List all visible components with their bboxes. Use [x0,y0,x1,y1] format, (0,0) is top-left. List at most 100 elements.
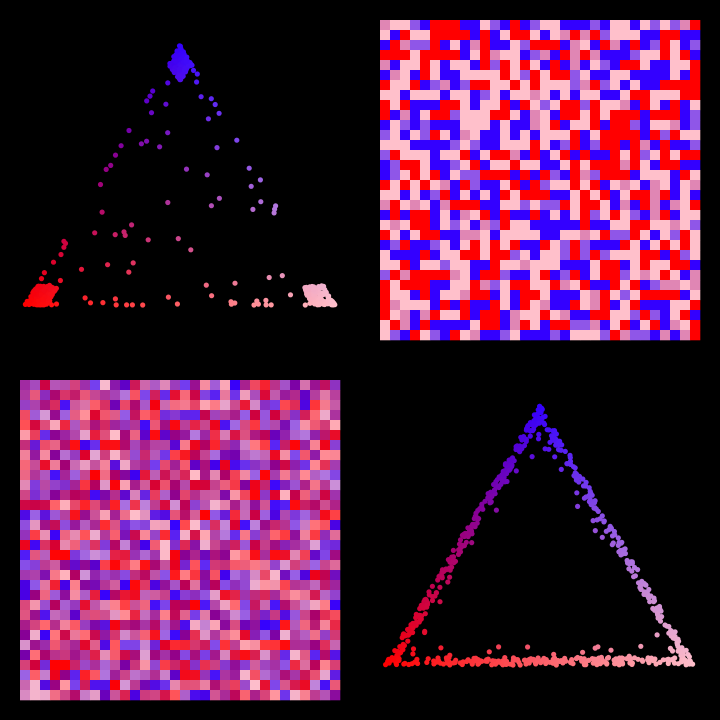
grid-cell [690,300,701,311]
grid-cell [390,270,401,281]
grid-cell [290,500,301,511]
grid-cell [70,600,81,611]
grid-cell [600,140,611,151]
grid-cell [690,80,701,91]
grid-cell [150,440,161,451]
grid-cell [460,230,471,241]
grid-cell [230,450,241,461]
grid-cell [440,230,451,241]
grid-cell [90,630,101,641]
grid-cell [540,220,551,231]
grid-cell [680,90,691,101]
grid-cell [520,330,531,341]
grid-cell [520,240,531,251]
grid-cell [170,420,181,431]
grid-cell [670,280,681,291]
grid-cell [420,330,431,341]
grid-cell [160,410,171,421]
grid-cell [160,530,171,541]
grid-cell [660,280,671,291]
grid-cell [390,80,401,91]
grid-cell [620,270,631,281]
grid-cell [400,140,411,151]
grid-cell [160,470,171,481]
grid-cell [490,210,501,221]
grid-cell [260,400,271,411]
point [583,494,589,500]
grid-cell [170,660,181,671]
grid-cell [510,210,521,221]
point [605,655,611,661]
grid-cell [450,100,461,111]
point [645,657,651,663]
grid-cell [290,680,301,691]
point [147,93,153,99]
grid-cell [590,140,601,151]
grid-cell [100,400,111,411]
point [113,302,119,308]
grid-cell [190,490,201,501]
grid-cell [450,120,461,131]
grid-cell [630,170,641,181]
grid-cell [110,450,121,461]
grid-cell [130,680,141,691]
grid-cell [550,220,561,231]
point [198,94,204,100]
grid-cell [210,570,221,581]
grid-cell [330,610,341,621]
grid-cell [30,420,41,431]
point [182,65,188,71]
point [410,629,416,636]
grid-cell [190,590,201,601]
point [597,516,603,522]
grid-cell [680,50,691,61]
grid-cell [180,500,191,511]
grid-cell [550,80,561,91]
grid-cell [550,20,561,31]
grid-cell [410,130,421,141]
grid-cell [80,560,91,571]
grid-cell [550,70,561,81]
grid-cell [610,170,621,181]
grid-cell [180,480,191,491]
grid-cell [80,400,91,411]
grid-cell [190,560,201,571]
point [393,661,400,668]
grid-cell [330,660,341,671]
grid-cell [380,230,391,241]
grid-cell [50,510,61,521]
grid-cell [280,600,291,611]
grid-cell [90,550,101,561]
grid-cell [230,640,241,651]
grid-cell [190,670,201,681]
pixel-grid [380,20,701,341]
grid-cell [80,650,91,661]
grid-cell [90,650,101,661]
grid-cell [300,500,311,511]
grid-cell [460,50,471,61]
grid-cell [480,310,491,321]
grid-cell [140,560,151,571]
point [536,431,542,437]
grid-cell [330,580,341,591]
grid-cell [240,650,251,661]
point [568,660,574,666]
grid-cell [270,580,281,591]
grid-cell [200,660,211,671]
grid-cell [440,80,451,91]
grid-cell [80,520,91,531]
point [581,656,587,662]
grid-cell [390,190,401,201]
grid-cell [660,250,671,261]
grid-cell [280,690,291,701]
grid-cell [320,530,331,541]
grid-cell [140,650,151,661]
grid-cell [300,480,311,491]
grid-cell [190,400,201,411]
grid-cell [200,540,211,551]
grid-cell [110,690,121,701]
grid-cell [390,250,401,261]
grid-cell [260,510,271,521]
grid-cell [160,500,171,511]
grid-cell [680,220,691,231]
